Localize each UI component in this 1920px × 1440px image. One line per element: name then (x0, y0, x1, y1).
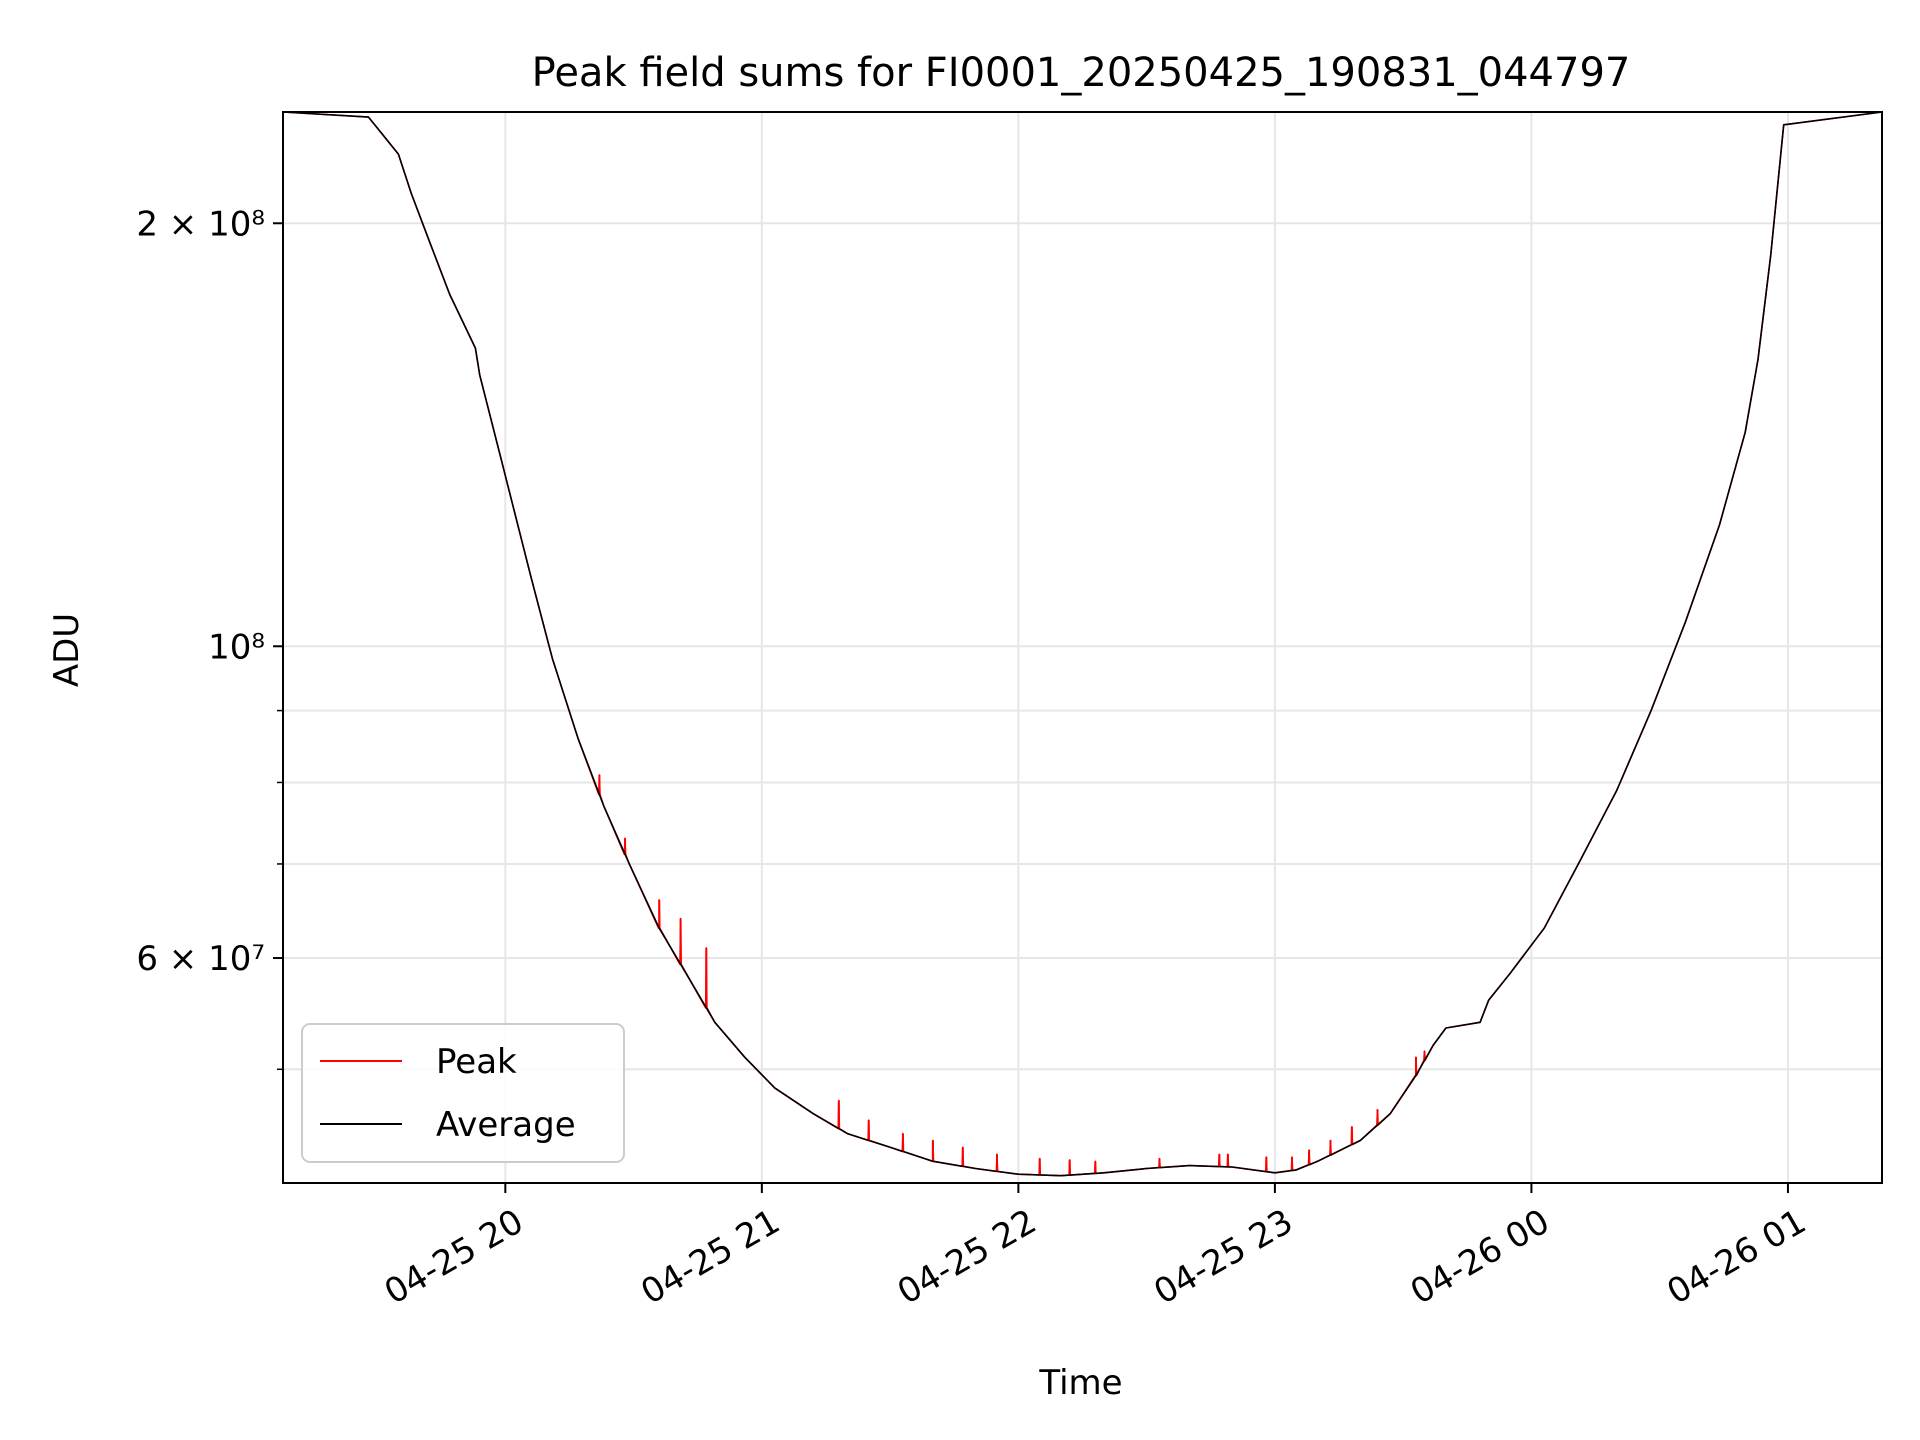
y-tick-label: 6 × 10⁷ (136, 939, 265, 979)
grid (283, 112, 1882, 1183)
legend-box (301, 1023, 625, 1163)
plot-frame (282, 111, 1883, 1184)
y-tick-label: 10⁸ (208, 627, 265, 667)
x-axis-label: Time (1038, 1363, 1122, 1403)
y-tick-label: 2 × 10⁸ (136, 204, 265, 244)
legend-label-peak: Peak (436, 1042, 517, 1082)
legend: Peak Average (301, 1023, 625, 1163)
series-line-average (282, 111, 1883, 1177)
chart-title: Peak field sums for FI0001_20250425_1908… (532, 50, 1631, 96)
legend-label-average: Average (436, 1105, 576, 1145)
y-axis-label: ADU (47, 613, 87, 687)
series-lines (282, 111, 1883, 1177)
